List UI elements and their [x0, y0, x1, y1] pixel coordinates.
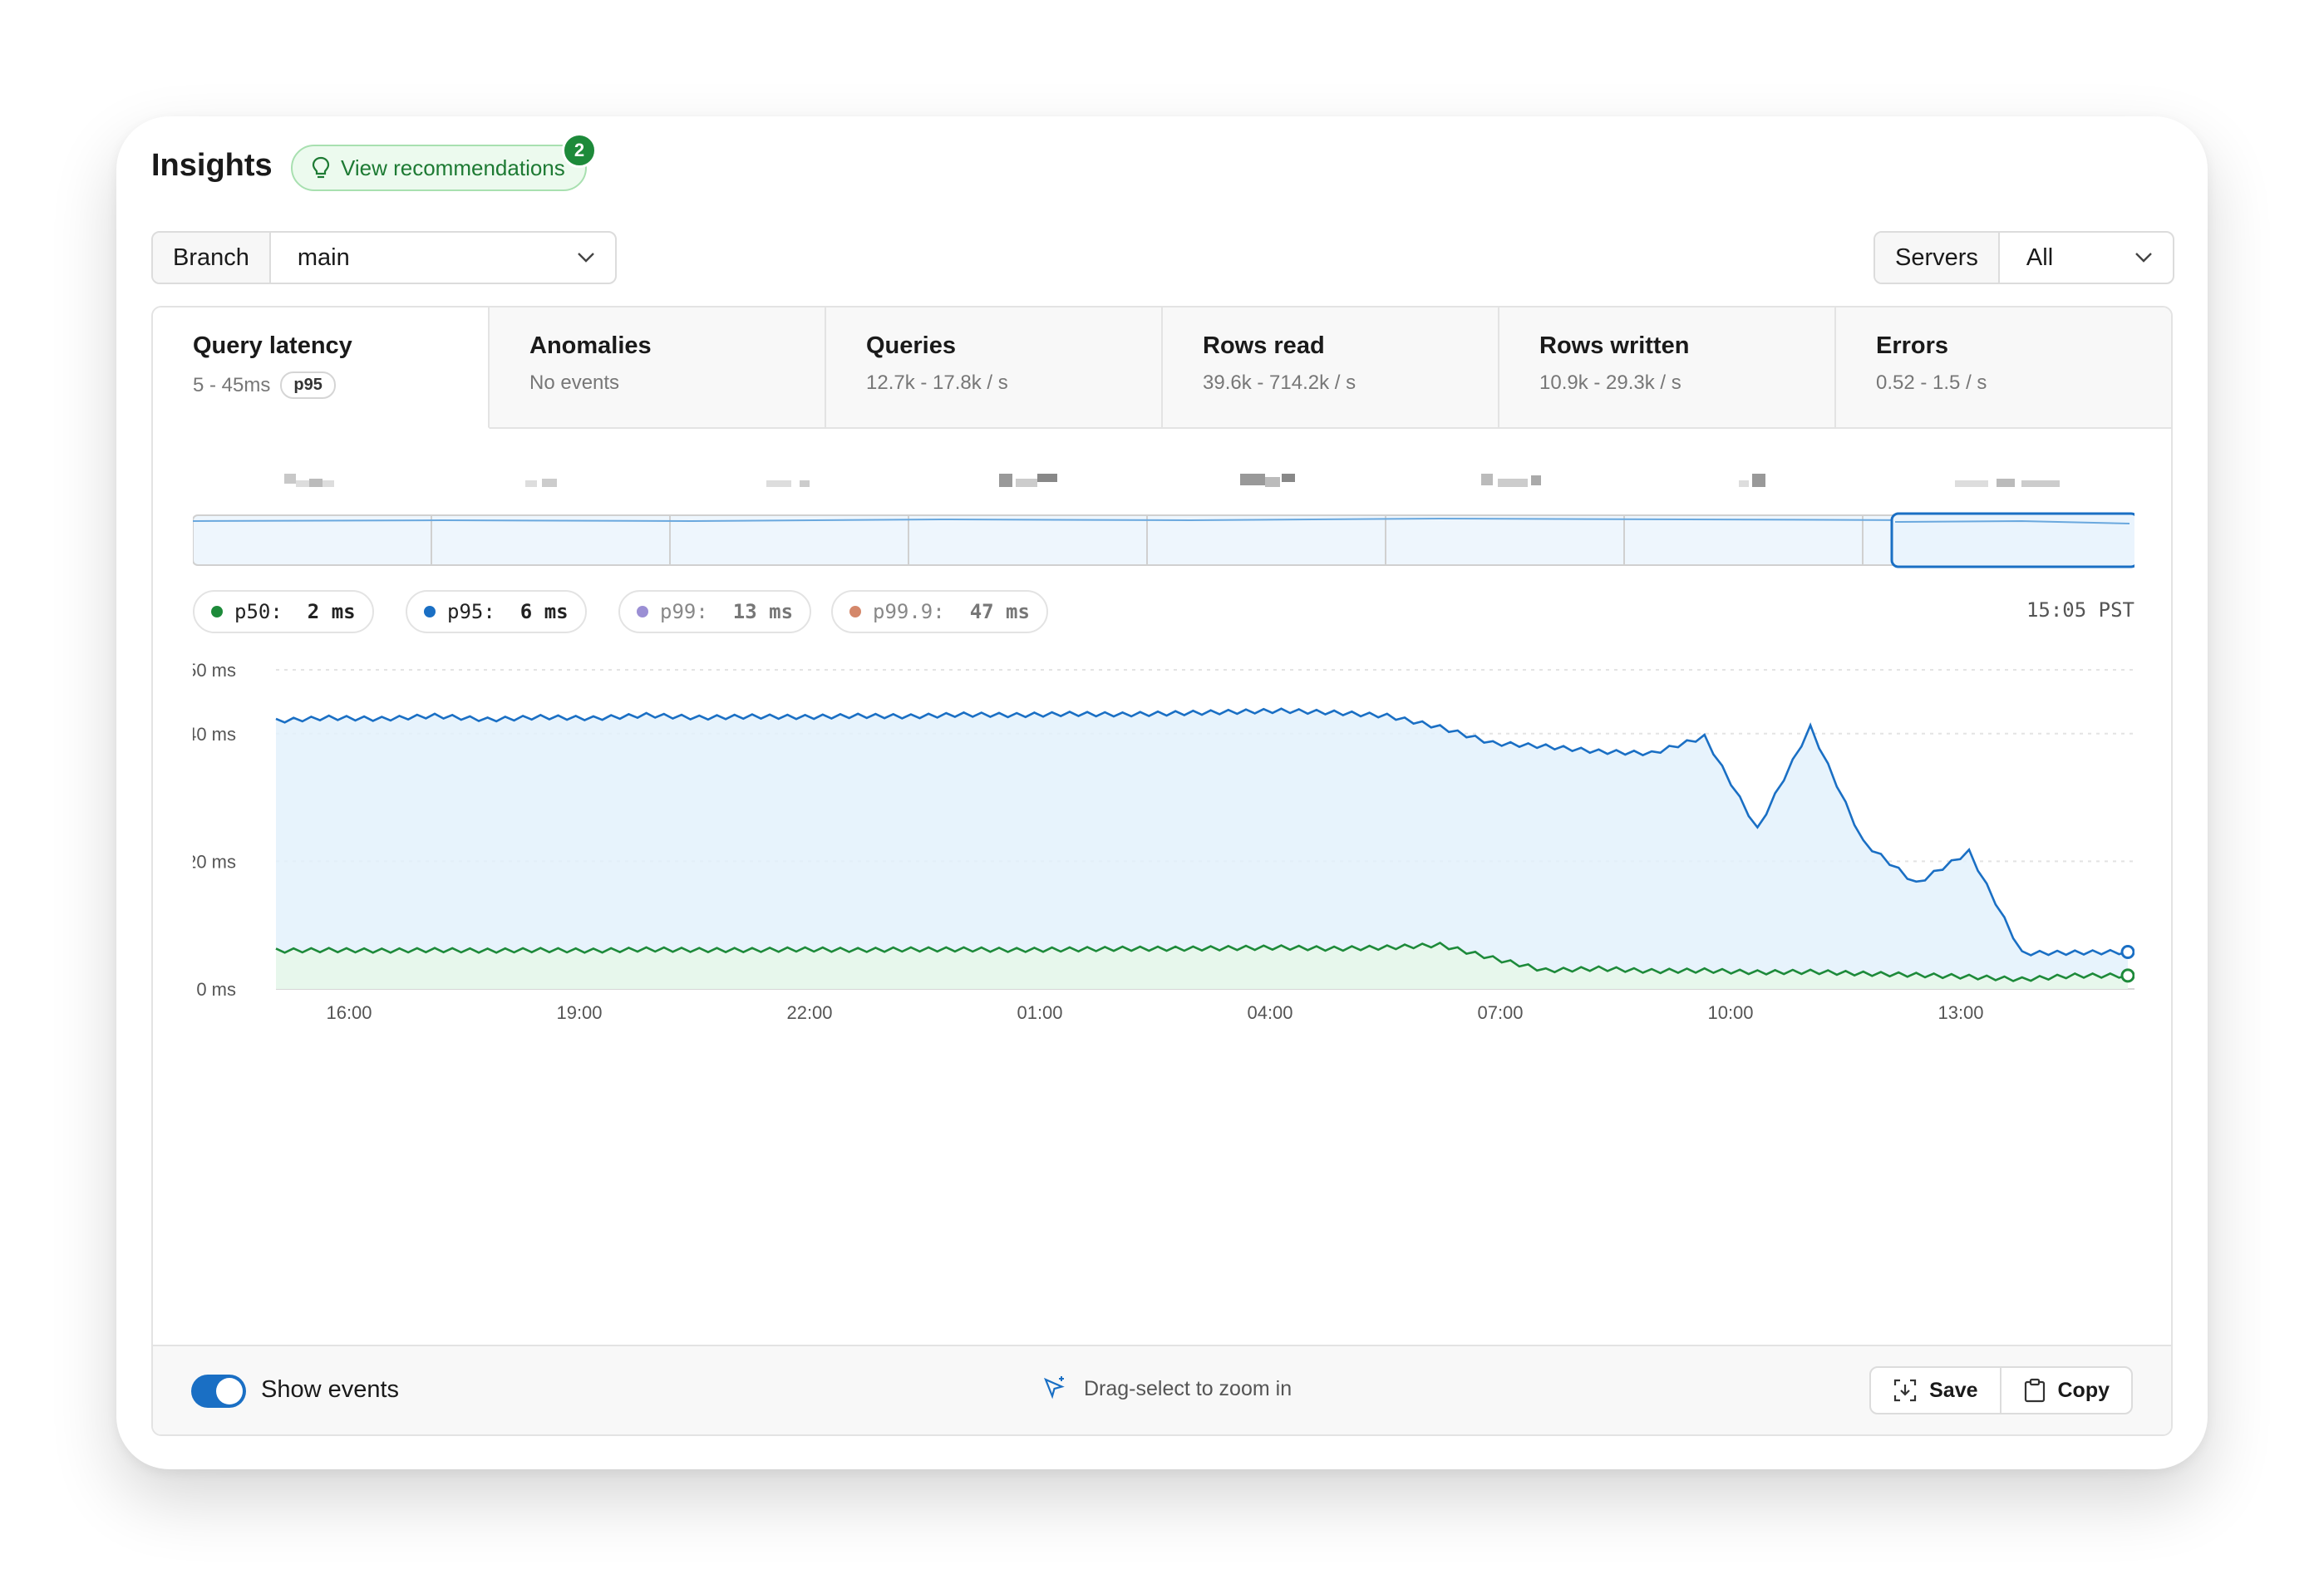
- legend-p99[interactable]: p99: 13 ms: [618, 590, 812, 633]
- latency-chart[interactable]: 0 ms 20 ms 40 ms 50 ms 16:00 19:00 22:00 01:00…: [193, 657, 2134, 1022]
- chart-footer: Show events Drag-select to zoom in Save: [153, 1345, 2171, 1434]
- servers-select[interactable]: Servers All: [1873, 231, 2174, 284]
- p50-dot-icon: [211, 606, 223, 617]
- tab-queries[interactable]: Queries 12.7k - 17.8k / s: [826, 307, 1163, 429]
- x-axis: 16:00 19:00 22:00 01:00 04:00 07:00 10:00 13:00: [326, 1002, 1983, 1022]
- insights-card: Insights View recommendations 2 Branch m…: [116, 116, 2208, 1469]
- recommendations-label: View recommendations: [341, 155, 565, 180]
- servers-value: All: [2026, 244, 2054, 271]
- tab-subtitle: 12.7k - 17.8k / s: [866, 371, 1008, 394]
- legend-value: 6 ms: [519, 600, 569, 623]
- x-tick-label: 16:00: [326, 1002, 372, 1022]
- percentile-badge[interactable]: p95: [280, 371, 336, 399]
- x-tick-label: 07:00: [1477, 1002, 1523, 1022]
- copy-label: Copy: [2057, 1378, 2110, 1402]
- legend-value: 13 ms: [732, 600, 794, 623]
- y-tick-label: 50 ms: [193, 660, 236, 681]
- legend-label: p99.9:: [873, 600, 945, 623]
- show-events-label: Show events: [261, 1376, 400, 1403]
- time-readout: 15:05 PST: [2026, 598, 2134, 622]
- tab-title: Errors: [1876, 332, 1949, 359]
- tab-rows-read[interactable]: Rows read 39.6k - 714.2k / s: [1163, 307, 1499, 429]
- toggle-knob: [216, 1378, 243, 1404]
- series-area-p50: [276, 942, 2128, 989]
- branch-select[interactable]: Branch main: [151, 231, 617, 284]
- metrics-panel: Query latency 5 - 45ms p95 Anomalies No …: [151, 306, 2173, 1436]
- y-axis: 0 ms 20 ms 40 ms 50 ms: [193, 660, 236, 1000]
- x-tick-label: 22:00: [786, 1002, 832, 1022]
- pixelated-labels: [284, 474, 2060, 487]
- clipboard-icon: [2024, 1378, 2045, 1403]
- tab-subtitle: 5 - 45ms: [193, 373, 271, 396]
- zoom-hint-text: Drag-select to zoom in: [1084, 1376, 1292, 1400]
- servers-label: Servers: [1875, 233, 2000, 283]
- chevron-down-icon: [578, 253, 594, 263]
- zoom-hint: Drag-select to zoom in: [1042, 1376, 1292, 1401]
- cursor-select-icon: [1043, 1376, 1065, 1400]
- tab-query-latency[interactable]: Query latency 5 - 45ms p95: [153, 307, 490, 429]
- chart-series: [275, 707, 2134, 989]
- legend-label: p95:: [447, 600, 495, 623]
- p99-9-dot-icon: [849, 606, 861, 617]
- tab-title: Rows read: [1203, 332, 1325, 359]
- tab-errors[interactable]: Errors 0.52 - 1.5 / s: [1836, 307, 2171, 429]
- legend-label: p50:: [234, 600, 283, 623]
- y-tick-label: 0 ms: [196, 979, 236, 1000]
- legend: p50: 2 ms p95: 6 ms p99: 13 ms p99.9: 47…: [193, 590, 2134, 637]
- chevron-down-icon: [2135, 253, 2152, 263]
- legend-p95[interactable]: p95: 6 ms: [406, 590, 587, 633]
- series-endpoint-p95: [2120, 944, 2134, 959]
- x-tick-label: 13:00: [1937, 1002, 1983, 1022]
- metric-tabs: Query latency 5 - 45ms p95 Anomalies No …: [153, 307, 2171, 429]
- overview-timeline[interactable]: [193, 457, 2134, 590]
- tab-subtitle: 10.9k - 29.3k / s: [1539, 371, 1681, 394]
- branch-label: Branch: [153, 233, 271, 283]
- tab-title: Query latency: [193, 332, 352, 359]
- p99-dot-icon: [637, 606, 648, 617]
- recommendations-count-badge: 2: [562, 133, 597, 168]
- branch-value: main: [297, 244, 350, 271]
- tab-title: Rows written: [1539, 332, 1690, 359]
- save-image-icon: [1894, 1379, 1917, 1402]
- p95-dot-icon: [424, 606, 436, 617]
- legend-p50[interactable]: p50: 2 ms: [193, 590, 374, 633]
- copy-button[interactable]: Copy: [1999, 1368, 2132, 1413]
- series-area-p95: [276, 708, 2128, 989]
- legend-label: p99:: [660, 600, 708, 623]
- series-endpoint-p50: [2120, 968, 2134, 983]
- y-tick-label: 20 ms: [193, 851, 236, 872]
- selected-range[interactable]: [1890, 512, 2134, 568]
- legend-value: 2 ms: [307, 600, 356, 623]
- series-line-p95: [275, 707, 2129, 957]
- x-tick-label: 01:00: [1017, 1002, 1062, 1022]
- tab-rows-written[interactable]: Rows written 10.9k - 29.3k / s: [1499, 307, 1836, 429]
- x-tick-label: 04:00: [1247, 1002, 1292, 1022]
- lightbulb-icon: [312, 156, 330, 179]
- save-label: Save: [1929, 1378, 1978, 1402]
- tab-title: Queries: [866, 332, 956, 359]
- page-title: Insights: [151, 148, 273, 183]
- tab-subtitle: 0.52 - 1.5 / s: [1876, 371, 1987, 394]
- tab-anomalies[interactable]: Anomalies No events: [490, 307, 826, 429]
- series-line-p50: [275, 941, 2129, 982]
- x-tick-label: 10:00: [1707, 1002, 1753, 1022]
- save-button[interactable]: Save: [1871, 1368, 1999, 1413]
- tab-title: Anomalies: [529, 332, 652, 359]
- legend-value: 47 ms: [969, 600, 1030, 623]
- y-tick-label: 40 ms: [193, 724, 236, 745]
- show-events-toggle[interactable]: [191, 1375, 246, 1408]
- view-recommendations-button[interactable]: View recommendations: [291, 145, 587, 191]
- legend-p99-9[interactable]: p99.9: 47 ms: [831, 590, 1048, 633]
- tab-subtitle: No events: [529, 371, 620, 394]
- export-buttons: Save Copy: [1869, 1366, 2133, 1414]
- x-tick-label: 19:00: [556, 1002, 602, 1022]
- tab-subtitle: 39.6k - 714.2k / s: [1203, 371, 1356, 394]
